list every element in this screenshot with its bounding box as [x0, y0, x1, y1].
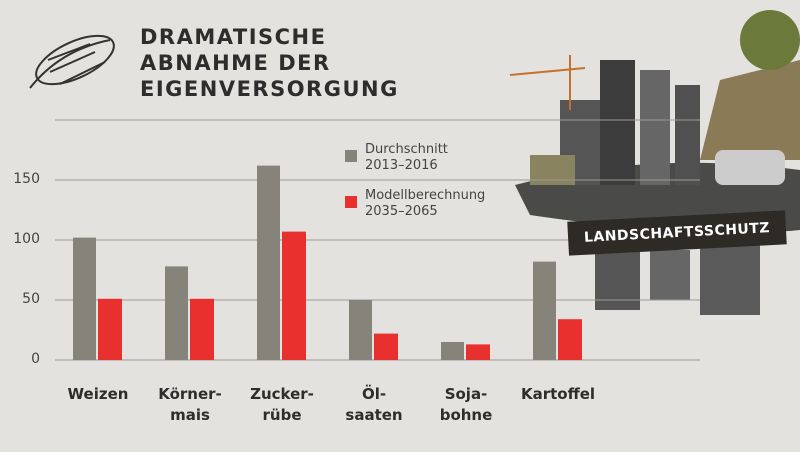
- corn-icon: [29, 34, 115, 89]
- bar: [98, 298, 122, 360]
- bar: [282, 231, 306, 360]
- x-tick-label: Zucker- rübe: [250, 385, 314, 424]
- bar: [73, 237, 96, 360]
- bar: [165, 266, 188, 360]
- x-tick-label: Körner- mais: [158, 385, 222, 424]
- y-tick-label: 100: [13, 231, 40, 247]
- bar: [374, 333, 398, 360]
- bar: [349, 300, 372, 360]
- legend-swatch: [345, 196, 357, 208]
- x-tick-label: Soja- bohne: [439, 385, 493, 424]
- bar: [441, 342, 464, 360]
- x-tick-label: Weizen: [67, 385, 129, 403]
- bar: [190, 298, 214, 360]
- bar: [257, 165, 280, 360]
- y-tick-label: 0: [31, 351, 40, 367]
- legend-label: Durchschnitt 2013–2016: [365, 142, 448, 173]
- x-tick-label: Kartoffel: [520, 385, 596, 403]
- y-tick-label: 150: [13, 171, 40, 187]
- legend-swatch: [345, 150, 357, 162]
- legend-label: Modellberechnung 2035–2065: [365, 188, 486, 219]
- bar: [533, 261, 556, 360]
- chart-title: DRAMATISCHE ABNAHME DER EIGENVERSORGUNG: [140, 25, 399, 101]
- bar: [466, 344, 490, 360]
- bar: [558, 319, 582, 360]
- x-tick-label: Öl- saaten: [345, 385, 403, 424]
- y-tick-label: 50: [22, 291, 40, 307]
